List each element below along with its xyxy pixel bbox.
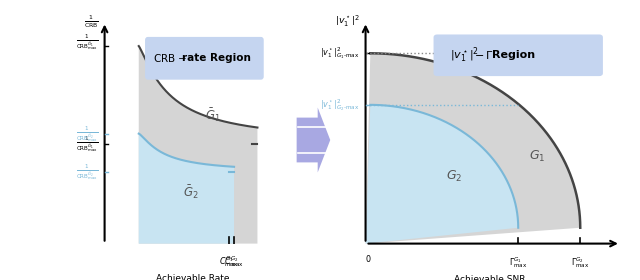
Text: $\frac{1}{\mathrm{CRB}_{\max}^{\bar{G}_2}}$: $\frac{1}{\mathrm{CRB}_{\max}^{\bar{G}_2… <box>76 162 99 182</box>
Text: $|v_1^\star|^2_{G_2\text{-max}}$: $|v_1^\star|^2_{G_2\text{-max}}$ <box>320 97 360 113</box>
Text: $-\,\Gamma$: $-\,\Gamma$ <box>474 49 493 61</box>
Text: $\frac{1}{\mathrm{CRB}_{\max}^{\bar{G}_2}}$: $\frac{1}{\mathrm{CRB}_{\max}^{\bar{G}_2… <box>76 124 99 144</box>
Text: Achievable SNR: Achievable SNR <box>454 275 525 280</box>
Text: $G_2$: $G_2$ <box>445 169 462 184</box>
Polygon shape <box>139 46 257 244</box>
Text: $C_{\max}^{G_1}$: $C_{\max}^{G_1}$ <box>219 254 239 269</box>
FancyBboxPatch shape <box>145 37 264 80</box>
Text: $|v_1^\star|^2$: $|v_1^\star|^2$ <box>450 45 479 65</box>
FancyBboxPatch shape <box>433 34 603 76</box>
Polygon shape <box>139 134 234 244</box>
Text: 0: 0 <box>365 255 371 265</box>
Text: $\frac{1}{\mathrm{CRB}_{\max}^{\bar{G}_1}}$: $\frac{1}{\mathrm{CRB}_{\max}^{\bar{G}_1… <box>76 32 99 52</box>
Text: rate Region: rate Region <box>182 53 250 63</box>
Text: $G_1$: $G_1$ <box>529 149 545 164</box>
FancyArrow shape <box>297 108 330 172</box>
Text: $|v_1^\star|^2$: $|v_1^\star|^2$ <box>335 14 360 29</box>
Text: Region: Region <box>492 50 535 60</box>
Text: $\Gamma_{\max}^{G_1}$: $\Gamma_{\max}^{G_1}$ <box>509 255 527 270</box>
Text: $\frac{1}{\mathrm{CRB}}$: $\frac{1}{\mathrm{CRB}}$ <box>84 13 99 30</box>
Text: $C_{\max}^{G_2}$: $C_{\max}^{G_2}$ <box>224 254 244 269</box>
Polygon shape <box>365 53 580 244</box>
Text: CRB $-$: CRB $-$ <box>153 52 188 64</box>
Polygon shape <box>365 105 518 244</box>
Text: $|v_1^\star|^2_{G_1\text{-max}}$: $|v_1^\star|^2_{G_1\text{-max}}$ <box>320 45 360 61</box>
Text: $\bar{G}_1$: $\bar{G}_1$ <box>205 107 220 124</box>
Text: Achievable Rate: Achievable Rate <box>156 274 230 280</box>
Text: $\bar{G}_2$: $\bar{G}_2$ <box>183 184 199 201</box>
Text: $\Gamma_{\max}^{G_2}$: $\Gamma_{\max}^{G_2}$ <box>571 255 589 270</box>
Text: $\frac{1}{\mathrm{CRB}_{\max}^{\bar{G}_1}}$: $\frac{1}{\mathrm{CRB}_{\max}^{\bar{G}_1… <box>76 134 99 154</box>
